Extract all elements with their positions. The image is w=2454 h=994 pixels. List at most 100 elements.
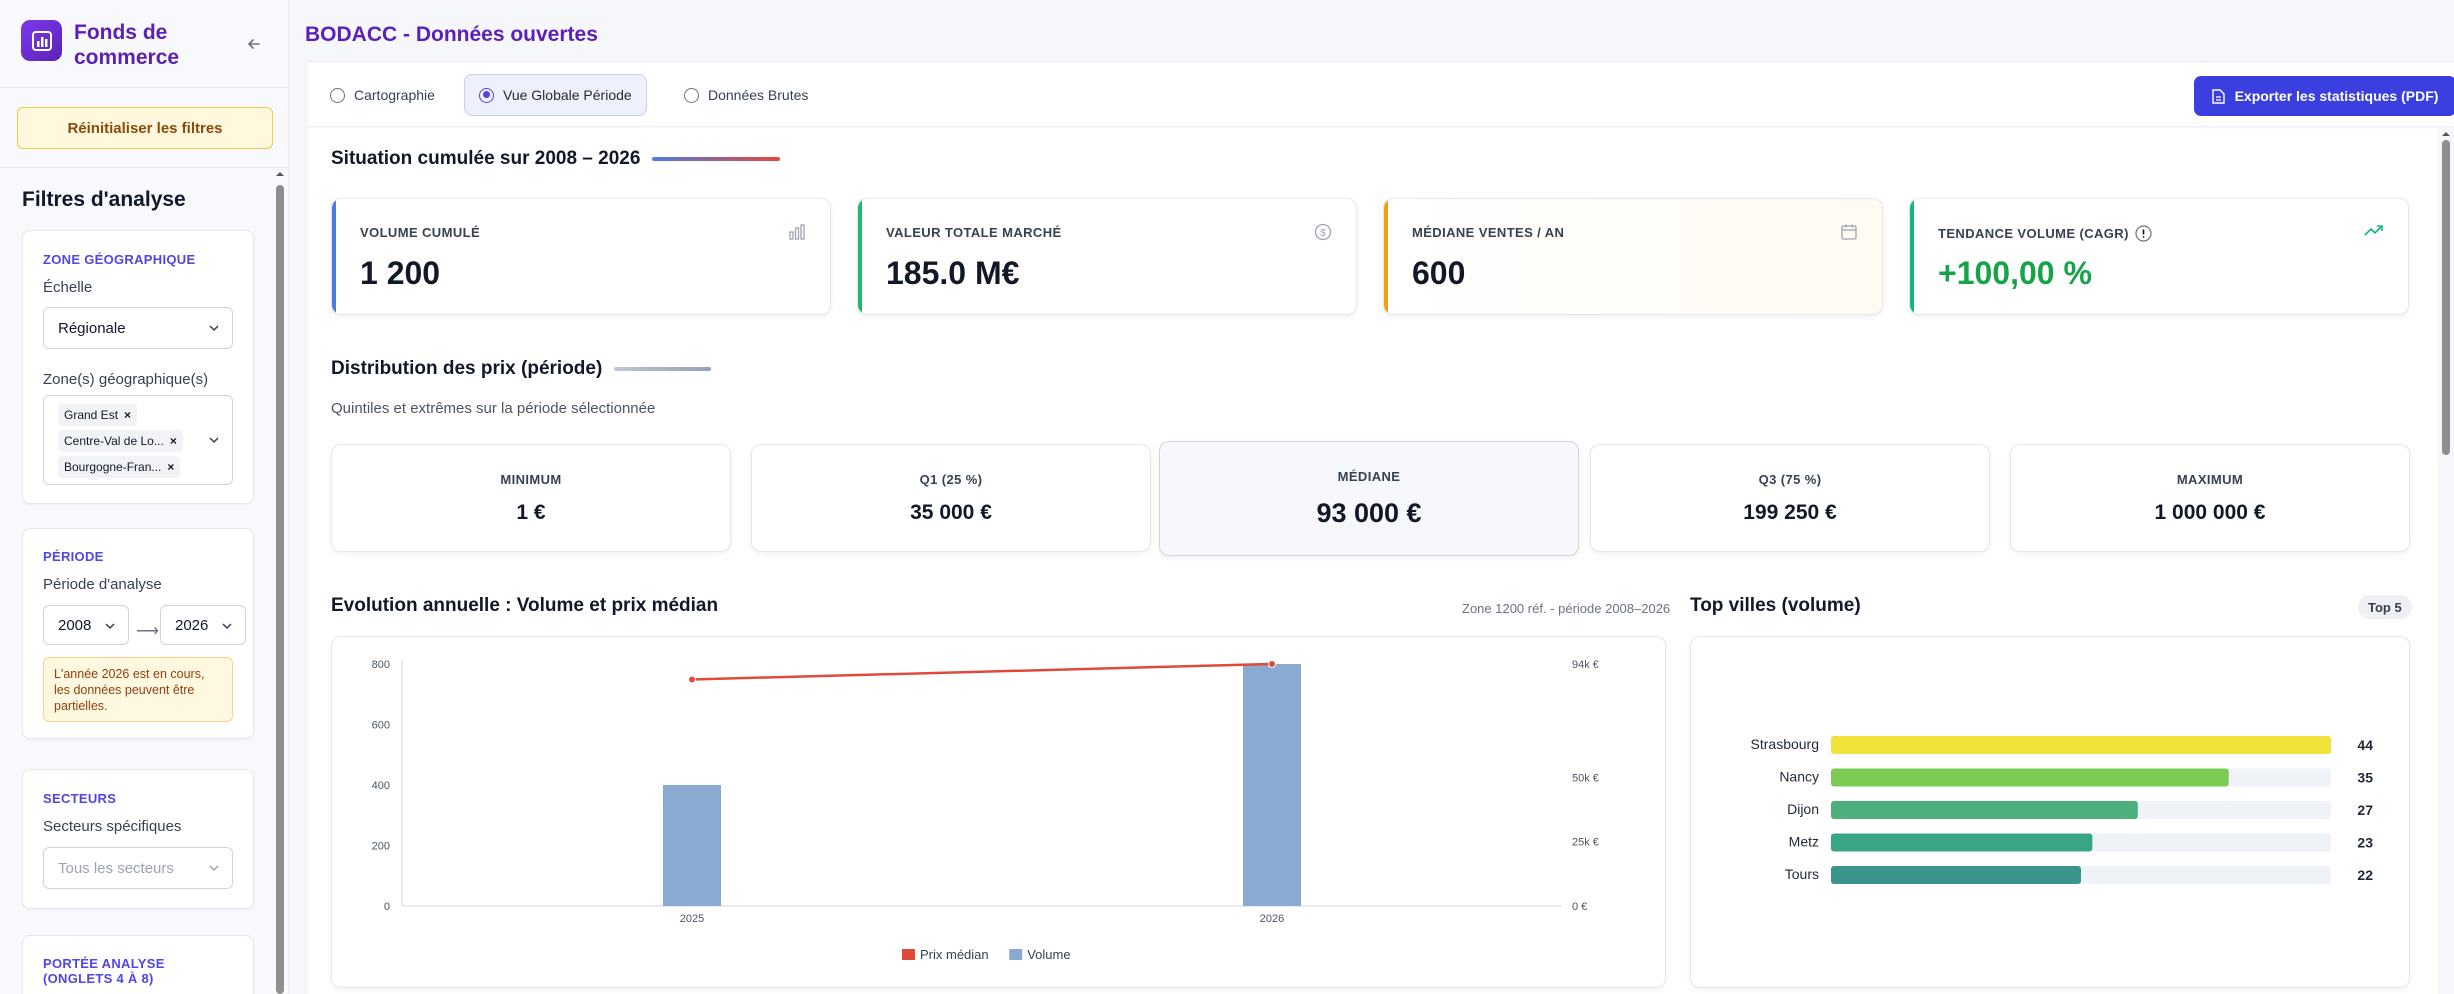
y2-tick-label: 94k € (1572, 659, 1599, 671)
city-bar (1831, 801, 2138, 819)
collapse-sidebar-icon[interactable] (244, 34, 264, 54)
zone-chip-label: Grand Est (64, 408, 119, 422)
stat-value: 1 000 000 € (2154, 501, 2266, 524)
tab-cartographie[interactable]: Cartographie (316, 74, 449, 116)
export-pdf-button[interactable]: Exporter les statistiques (PDF) (2194, 76, 2454, 116)
kpi-market-value-card: VALEUR TOTALE MARCHÉ 185.0 M€ $ (857, 198, 1357, 315)
sectors-placeholder: Tous les secteurs (58, 859, 174, 877)
distribution-title-text: Distribution des prix (période) (331, 358, 603, 379)
stat-label: MÉDIANE (1337, 469, 1401, 484)
main-scrollbar[interactable] (2438, 128, 2454, 994)
sidebar-scrollbar[interactable] (275, 170, 285, 994)
zone-chip: Centre-Val de Lo... × (58, 430, 183, 452)
main-scroll-thumb[interactable] (2442, 140, 2450, 455)
remove-chip-icon[interactable]: × (169, 434, 177, 448)
kpi-label: TENDANCE VOLUME (CAGR) (1938, 226, 2129, 241)
legend-label: Volume (1027, 947, 1070, 962)
radio-selected-icon (479, 87, 494, 103)
city-value-label: 44 (2357, 737, 2373, 753)
divider (0, 167, 289, 168)
reset-filters-button[interactable]: Réinitialiser les filtres (17, 107, 273, 149)
y-tick-label: 600 (372, 720, 390, 732)
stat-value: 93 000 € (1316, 498, 1422, 528)
x-tick-label: 2025 (680, 913, 704, 925)
city-bar (1831, 768, 2229, 787)
legend-label: Prix médian (920, 947, 989, 962)
calendar-icon (1841, 224, 1857, 240)
city-bar (1831, 833, 2093, 852)
period-label: Période d'analyse (43, 576, 162, 593)
situation-title: Situation cumulée sur 2008 – 2026 (331, 148, 781, 170)
zones-label: Zone(s) géographique(s) (43, 371, 209, 388)
city-label: Tours (1785, 866, 1819, 882)
sidebar: Fonds de commerce Réinitialiser les filt… (0, 0, 289, 994)
period-warning: L'année 2026 est en cours, les données p… (43, 657, 233, 722)
evolution-title-text: Evolution annuelle : Volume et prix médi… (331, 595, 719, 616)
city-bar (1831, 866, 2081, 884)
city-bar (1831, 736, 2331, 754)
evolution-chart: 0 200 400 600 800 0 € 25k € 50k € 94k € 2025 2026 P… (372, 659, 1599, 962)
title-accent-line (614, 367, 712, 371)
dashboard-content: Situation cumulée sur 2008 – 2026 VOLUME… (308, 128, 2438, 994)
stat-value: 1 € (516, 501, 546, 524)
scroll-up-icon[interactable] (276, 170, 284, 178)
period-filter-card: PÉRIODE Période d'analyse 2008 ⟶ 2026 L'… (22, 528, 254, 739)
kpi-accent-bar (1910, 199, 1914, 314)
evolution-chart-card: 0 200 400 600 800 0 € 25k € 50k € 94k € 2025 2026 P… (331, 636, 1666, 988)
chevron-down-icon (222, 623, 232, 630)
median-price-line (691, 662, 1273, 681)
y2-tick-label: 0 € (1572, 901, 1587, 913)
kpi-label-row: TENDANCE VOLUME (CAGR) (1938, 225, 2152, 242)
kpi-label: VALEUR TOTALE MARCHÉ (886, 225, 1062, 240)
scope-filter-card: PORTÉE ANALYSE (ONGLETS 4 À 8) (22, 935, 254, 994)
top-badge: Top 5 (2358, 595, 2412, 619)
city-value-label: 23 (2357, 835, 2373, 851)
median-price-point (688, 675, 696, 684)
kpi-accent-bar (1384, 199, 1388, 314)
period-heading: PÉRIODE (43, 549, 104, 564)
kpi-value: +100,00 % (1938, 255, 2092, 291)
scale-value: Régionale (58, 319, 126, 337)
filters-title: Filtres d'analyse (22, 188, 186, 211)
radio-icon (684, 87, 699, 103)
radio-icon (330, 87, 345, 103)
tab-donnees-brutes[interactable]: Données Brutes (670, 74, 822, 116)
scope-heading: PORTÉE ANALYSE (ONGLETS 4 À 8) (43, 956, 165, 986)
tab-bar: Cartographie Vue Globale Période Données… (308, 61, 2454, 127)
tab-label: Cartographie (354, 87, 435, 103)
chevron-down-icon (209, 437, 219, 444)
stat-q1-card: Q1 (25 %) 35 000 € (751, 444, 1151, 552)
zone-chip: Bourgogne-Fran... × (58, 456, 181, 478)
city-label: Metz (1789, 834, 1819, 850)
kpi-volume-card: VOLUME CUMULÉ 1 200 (331, 198, 831, 315)
svg-text:$: $ (1320, 228, 1326, 239)
period-to-value: 2026 (175, 616, 209, 634)
document-icon (2211, 88, 2225, 104)
info-icon[interactable] (2135, 225, 2152, 242)
scale-label: Échelle (43, 279, 93, 296)
period-to-select[interactable]: 2026 (160, 605, 246, 645)
zones-multiselect[interactable]: Grand Est × Centre-Val de Lo... × Bourgogn… (43, 395, 233, 485)
remove-chip-icon[interactable]: × (167, 460, 175, 474)
sectors-select[interactable]: Tous les secteurs (43, 847, 233, 889)
chart-logo-icon (21, 20, 62, 61)
stat-label: MAXIMUM (2176, 472, 2244, 487)
bar-chart-icon (789, 224, 805, 240)
scroll-up-icon[interactable] (2442, 130, 2450, 138)
y-tick-label: 400 (372, 780, 390, 792)
chevron-down-icon (209, 865, 219, 872)
remove-chip-icon[interactable]: × (124, 408, 132, 422)
volume-bar (1243, 664, 1301, 906)
scale-select[interactable]: Régionale (43, 307, 233, 349)
brand[interactable]: Fonds de commerce (21, 20, 224, 70)
y-tick-label: 0 (384, 901, 390, 913)
period-from-select[interactable]: 2008 (43, 605, 129, 645)
stat-label: MINIMUM (500, 472, 562, 487)
sidebar-scroll-thumb[interactable] (276, 185, 284, 994)
y2-tick-label: 25k € (1572, 837, 1599, 849)
period-from-value: 2008 (58, 616, 92, 634)
top-cities-title-text: Top villes (volume) (1690, 595, 1861, 616)
brand-title: Fonds de commerce (74, 21, 180, 69)
divider (0, 87, 289, 88)
tab-vue-globale[interactable]: Vue Globale Période (464, 74, 647, 116)
